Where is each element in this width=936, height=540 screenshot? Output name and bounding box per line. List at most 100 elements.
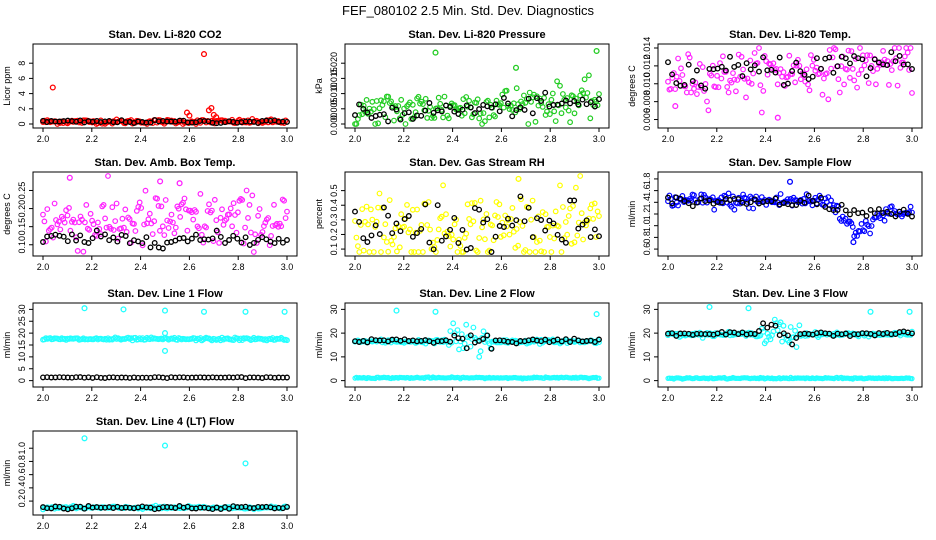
- reference-point: [909, 330, 915, 337]
- data-point: [720, 53, 726, 60]
- data-point: [41, 218, 48, 225]
- data-point: [678, 65, 684, 72]
- data-point: [492, 113, 498, 120]
- data-point: [864, 52, 871, 59]
- reference-point: [368, 232, 375, 239]
- data-point: [197, 190, 204, 197]
- data-point: [730, 70, 736, 76]
- reference-point: [405, 109, 412, 116]
- x-tick-label: 2.2: [86, 393, 99, 403]
- data-point: [731, 206, 738, 213]
- reference-point: [685, 61, 692, 68]
- reference-point: [747, 199, 754, 206]
- data-point: [479, 224, 486, 231]
- data-point: [714, 72, 720, 79]
- data-point: [510, 228, 517, 235]
- x-tick-label: 2.6: [183, 134, 196, 144]
- data-point: [378, 336, 384, 343]
- data-points: [352, 307, 602, 382]
- y-tick-label: 0.10: [17, 236, 27, 254]
- y-tick-label: 0.6: [17, 468, 27, 481]
- data-point: [370, 106, 377, 113]
- data-point: [777, 66, 784, 72]
- panel-line1: Stan. Dev. Line 1 Flow ml/min 2.0 2.2 2.4 2.6…: [2, 288, 298, 403]
- data-point: [252, 231, 259, 238]
- reference-point: [571, 197, 578, 204]
- reference-point: [147, 244, 154, 251]
- data-point: [232, 212, 238, 218]
- data-point: [56, 218, 62, 225]
- data-point: [596, 91, 602, 97]
- reference-point: [813, 201, 820, 208]
- outlier-point: [393, 307, 400, 314]
- data-point: [451, 221, 458, 228]
- data-point: [532, 118, 539, 125]
- data-point: [151, 218, 158, 225]
- outlier-point: [161, 442, 169, 449]
- reference-point: [669, 330, 676, 337]
- data-point: [86, 226, 93, 233]
- data-point: [138, 205, 145, 211]
- data-point: [584, 90, 591, 96]
- reference-point: [743, 60, 750, 67]
- data-point: [525, 121, 532, 127]
- data-point: [376, 105, 383, 112]
- data-point: [40, 211, 46, 218]
- data-point: [743, 94, 749, 101]
- reference-point: [702, 85, 709, 92]
- reference-point: [159, 245, 166, 252]
- data-point: [531, 91, 537, 98]
- data-point: [845, 47, 852, 54]
- data-point: [588, 201, 595, 208]
- data-point: [249, 192, 256, 199]
- reference-point: [875, 206, 882, 213]
- x-tick-label: 2.2: [86, 134, 99, 144]
- data-point: [211, 196, 218, 203]
- data-point: [107, 225, 114, 232]
- y-tick-label: 1.4: [642, 196, 652, 209]
- data-point: [445, 233, 452, 240]
- data-point: [476, 353, 483, 360]
- data-points: [665, 303, 915, 382]
- reference-point: [480, 336, 487, 342]
- data-point: [699, 64, 706, 70]
- x-tick-label: 2.6: [495, 262, 508, 272]
- reference-point: [484, 216, 491, 223]
- y-tick-label: 2: [17, 106, 27, 111]
- data-point: [105, 173, 111, 179]
- reference-point: [596, 96, 602, 103]
- data-points: [352, 173, 602, 255]
- reference-point: [488, 104, 495, 111]
- reference-point: [562, 97, 569, 104]
- data-point: [409, 101, 416, 108]
- data-point: [557, 82, 563, 89]
- data-point: [492, 212, 498, 219]
- y-tick-label: 0: [329, 378, 339, 383]
- reference-point: [863, 73, 870, 80]
- data-point: [80, 248, 87, 255]
- data-point: [858, 220, 865, 227]
- panel-title: Stan. Dev. Li-820 Pressure: [408, 29, 545, 41]
- data-point: [909, 376, 915, 382]
- data-point: [565, 107, 572, 114]
- data-point: [747, 57, 754, 64]
- data-point: [440, 182, 447, 189]
- reference-point: [756, 68, 762, 75]
- y-tick-label: 0.5: [329, 184, 339, 197]
- outlier-point: [161, 347, 169, 354]
- data-point: [435, 94, 442, 101]
- reference-point: [579, 96, 586, 103]
- data-point: [44, 206, 51, 213]
- data-point: [696, 61, 703, 67]
- reference-point: [542, 227, 549, 234]
- panel-line2: Stan. Dev. Line 2 Flow ml/min 2.0 2.2 2.4 2.6…: [314, 288, 610, 403]
- x-tick-label: 2.0: [37, 134, 50, 144]
- y-tick-label: 1.0: [17, 442, 27, 455]
- data-point: [381, 234, 387, 241]
- reference-point: [102, 231, 108, 238]
- data-point: [812, 67, 819, 74]
- reference-point: [867, 206, 874, 213]
- reference-point: [797, 68, 804, 75]
- y-tick-label: 10: [642, 352, 652, 362]
- data-point: [81, 219, 88, 226]
